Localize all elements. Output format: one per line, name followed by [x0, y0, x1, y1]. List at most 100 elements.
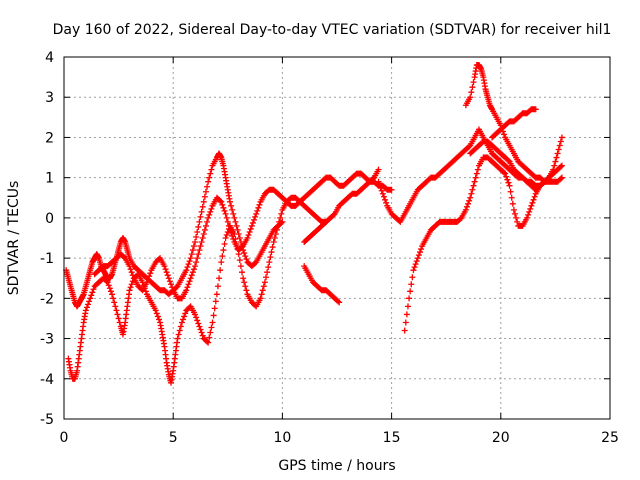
data-point: [410, 267, 417, 274]
data-point: [377, 184, 384, 191]
data-point: [467, 94, 474, 101]
grid: [64, 57, 610, 419]
data-point: [223, 231, 230, 238]
data-point: [254, 207, 261, 214]
data-point: [165, 275, 172, 282]
data-point: [208, 324, 215, 331]
data-point: [196, 218, 203, 225]
data-point: [413, 258, 420, 265]
data-point: [206, 334, 213, 341]
data-point: [198, 239, 205, 246]
data-point: [109, 291, 116, 298]
data-point: [470, 182, 477, 189]
data-point: [550, 166, 557, 173]
data-point: [471, 178, 478, 185]
y-tick-label: -5: [40, 412, 54, 428]
data-point: [184, 284, 191, 291]
y-tick-label: 3: [45, 90, 54, 106]
data-point: [271, 235, 278, 241]
data-point: [187, 255, 194, 262]
data-point: [184, 264, 191, 271]
x-tick-label: 5: [169, 430, 178, 446]
data-point: [212, 298, 219, 305]
data-point: [524, 214, 531, 221]
data-point: [414, 255, 421, 262]
data-point: [154, 313, 161, 320]
data-point: [375, 178, 382, 185]
data-point: [532, 106, 539, 113]
data-point: [236, 235, 243, 241]
data-point: [128, 281, 135, 288]
data-point: [378, 187, 385, 194]
data-point: [190, 266, 197, 273]
data-point: [457, 215, 464, 222]
data-point: [218, 198, 225, 205]
data-point: [115, 315, 122, 322]
data-point: [511, 210, 518, 217]
data-point: [513, 214, 520, 221]
data-point: [237, 263, 244, 270]
data-point: [233, 222, 240, 229]
y-tick-label: 0: [45, 211, 54, 227]
data-point: [242, 253, 249, 260]
data-point: [116, 319, 123, 326]
data-point: [403, 311, 410, 318]
data-point: [253, 210, 260, 217]
data-point: [501, 131, 508, 138]
data-point: [249, 219, 256, 226]
data-point: [256, 201, 263, 208]
data-point: [126, 287, 133, 294]
data-point: [186, 278, 193, 285]
data-point: [465, 200, 472, 207]
series-track-i: [489, 106, 539, 141]
data-point: [555, 146, 562, 153]
data-point: [217, 267, 224, 274]
data-point: [406, 295, 413, 302]
data-point: [248, 222, 255, 229]
data-point: [407, 288, 414, 295]
data-point: [234, 226, 241, 233]
x-tick-label: 20: [492, 430, 510, 446]
data-point: [197, 326, 204, 333]
y-tick-label: 4: [45, 50, 54, 66]
data-point: [269, 244, 276, 251]
data-point: [474, 166, 481, 173]
data-point: [200, 230, 207, 237]
data-point: [528, 202, 535, 209]
data-point: [276, 218, 283, 225]
data-point: [105, 282, 112, 289]
data-point: [416, 249, 423, 256]
x-axis-label: GPS time / hours: [278, 458, 395, 474]
data-point: [557, 138, 564, 145]
data-point: [208, 166, 215, 173]
data-point: [85, 301, 92, 308]
data-point: [469, 186, 476, 193]
y-tick-label: 1: [45, 171, 54, 187]
data-point: [187, 275, 194, 282]
data-point: [198, 329, 205, 336]
data-point: [162, 266, 169, 273]
data-point: [266, 259, 273, 266]
data-point: [193, 314, 200, 321]
data-point: [103, 278, 110, 285]
data-point: [219, 253, 226, 260]
data-point: [180, 316, 187, 323]
data-point: [558, 162, 565, 169]
series-track-b: [65, 194, 330, 386]
data-point: [126, 263, 133, 270]
data-point: [251, 216, 258, 223]
series-track-e: [301, 166, 382, 246]
data-point: [204, 338, 211, 345]
data-point: [202, 188, 209, 195]
data-point: [127, 284, 134, 291]
data-point: [176, 327, 183, 334]
series-track-g: [401, 134, 565, 334]
data-point: [238, 244, 245, 251]
data-point: [270, 239, 277, 246]
data-point: [146, 273, 153, 280]
data-point: [82, 307, 89, 314]
data-point: [153, 310, 160, 317]
data-point: [192, 263, 199, 270]
data-point: [193, 259, 200, 266]
data-point: [241, 279, 248, 286]
